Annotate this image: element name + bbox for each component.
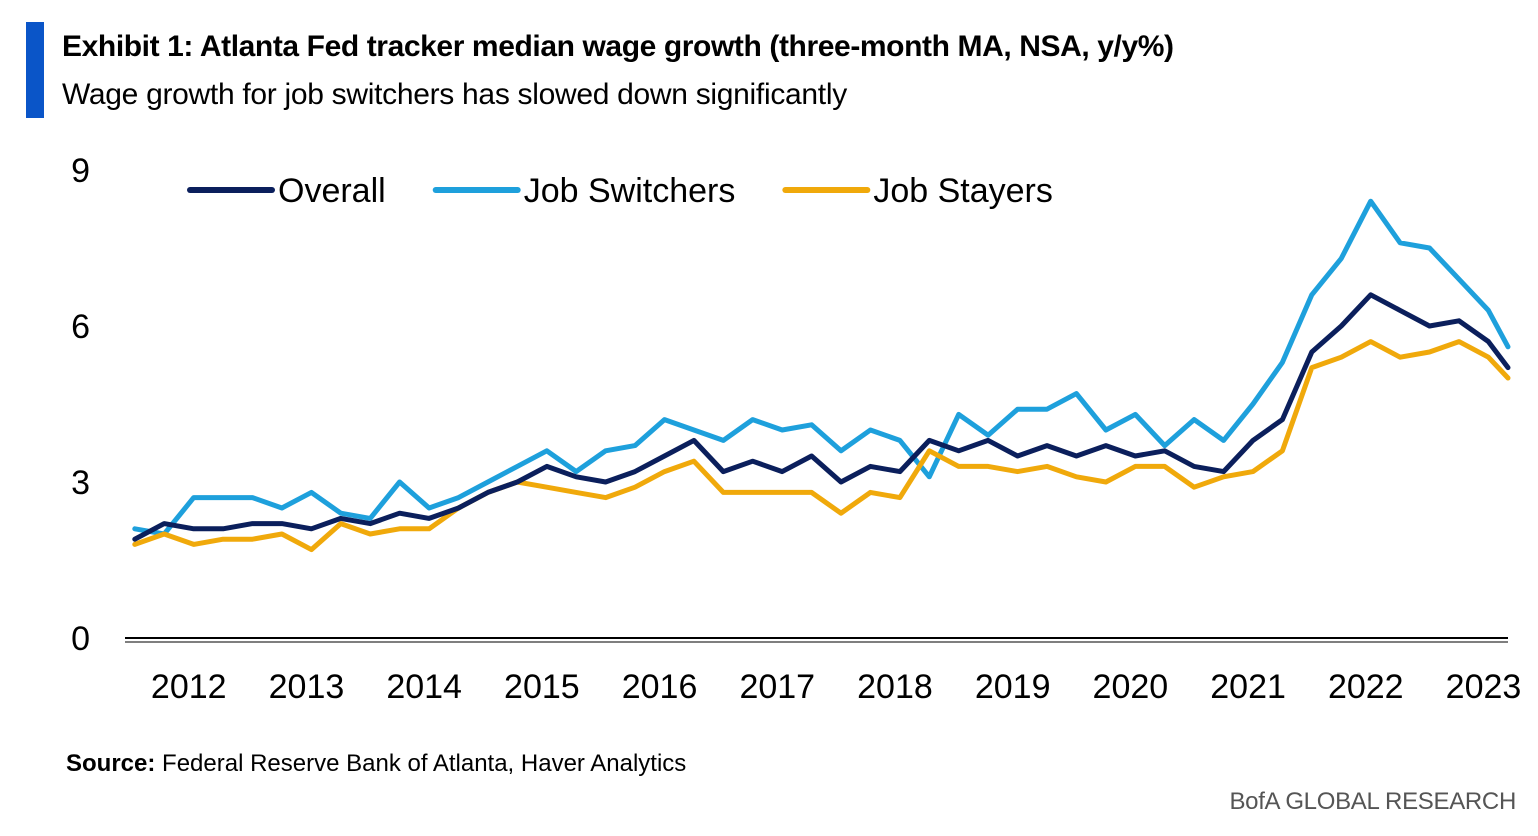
x-tick-label: 2014 [386,668,462,706]
x-tick-label: 2021 [1210,668,1286,706]
source-note: Source: Federal Reserve Bank of Atlanta,… [66,750,686,778]
x-tick-label: 2017 [739,668,815,706]
series-line-job-stayers [132,339,1511,553]
y-tick-label: 0 [71,620,90,658]
x-tick-label: 2023 [1446,668,1522,706]
x-tick-label: 2019 [975,668,1051,706]
line-chart: 0 3 6 9 2012 2013 2014 2015 2016 2017 2018 2019 2020… [71,152,1522,706]
y-tick-label: 9 [71,152,90,190]
x-tick-label: 2018 [857,668,933,706]
brand-label: BofA GLOBAL RESEARCH [1229,788,1516,815]
source-text: Federal Reserve Bank of Atlanta, Haver A… [162,750,687,777]
x-tick-label: 2012 [151,668,227,706]
legend-label-job-switchers: Job Switchers [524,172,736,210]
chart-subtitle: Wage growth for job switchers has slowed… [62,78,847,111]
chart-title: Exhibit 1: Atlanta Fed tracker median wa… [62,30,1174,63]
x-tick-label: 2015 [504,668,580,706]
x-tick-label: 2020 [1093,668,1169,706]
title-accent-bar [26,22,44,118]
y-tick-label: 6 [71,308,90,346]
legend-label-job-stayers: Job Stayers [873,172,1053,210]
y-tick-label: 3 [71,464,90,502]
x-tick-label: 2013 [269,668,345,706]
legend-label-overall: Overall [278,172,386,210]
source-label: Source: [66,750,156,777]
x-tick-label: 2022 [1328,668,1404,706]
series-line-job-switchers [132,198,1511,537]
series-line-overall [132,292,1511,542]
x-tick-label: 2016 [622,668,698,706]
